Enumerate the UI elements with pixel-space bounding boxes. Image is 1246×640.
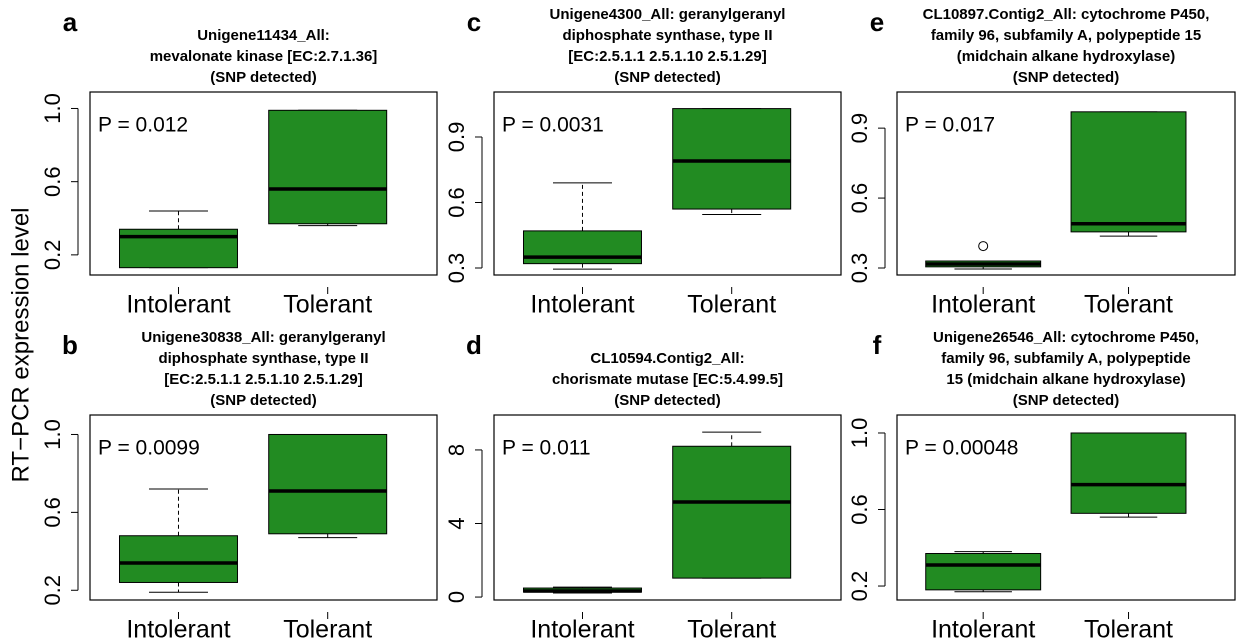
- panel-title: (SNP detected): [614, 392, 720, 409]
- panel-title: CL10594.Contig2_All:: [590, 350, 744, 367]
- y-tick-label: 0: [444, 591, 469, 603]
- x-tick-label: Intolerant: [126, 291, 230, 319]
- panel-title: [EC:2.5.1.1 2.5.1.10 2.5.1.29]: [568, 48, 766, 65]
- y-axis-label: RT−PCR expression level: [7, 207, 34, 482]
- panel-title: diphosphate synthase, type II: [562, 27, 772, 44]
- plot-frame: [896, 91, 1236, 276]
- y-tick-label: 0.6: [40, 166, 65, 197]
- y-tick-label: 0.2: [40, 575, 65, 606]
- panel-title: (SNP detected): [210, 69, 316, 86]
- x-tick-label: Intolerant: [126, 616, 230, 640]
- panel-letter: e: [870, 7, 884, 37]
- x-tick-label: Tolerant: [687, 616, 776, 640]
- panel-title: Unigene30838_All: geranylgeranyl: [141, 329, 385, 346]
- outlier: [978, 241, 989, 252]
- plot-frame: [89, 91, 438, 276]
- panel-title: diphosphate synthase, type II: [158, 350, 368, 367]
- p-value: P = 0.017: [905, 114, 995, 137]
- panel-title: family 96, subfamily A, polypeptide 15: [931, 27, 1201, 44]
- p-value: P = 0.0099: [98, 437, 200, 460]
- y-tick-label: 0.6: [847, 494, 872, 525]
- panel-letter: f: [873, 330, 882, 360]
- y-tick-label: 0.3: [847, 253, 872, 284]
- box: [672, 445, 792, 579]
- panel-title: [EC:2.5.1.1 2.5.1.10 2.5.1.29]: [164, 371, 362, 388]
- y-tick-label: 8: [444, 444, 469, 456]
- p-value: P = 0.00048: [905, 437, 1018, 460]
- panel-letter: c: [467, 7, 481, 37]
- y-tick-label: 0.6: [847, 183, 872, 214]
- box: [1070, 111, 1187, 233]
- plot-frame: [493, 414, 842, 601]
- y-tick-label: 1.0: [40, 419, 65, 450]
- y-tick-label: 0.3: [444, 253, 469, 284]
- box: [118, 535, 238, 583]
- panel-title: (SNP detected): [1013, 392, 1119, 409]
- y-tick-label: 1.0: [40, 93, 65, 124]
- x-tick-label: Tolerant: [1084, 291, 1173, 319]
- panel-title: (SNP detected): [210, 392, 316, 409]
- panel-title: (SNP detected): [614, 69, 720, 86]
- y-tick-label: 0.9: [444, 122, 469, 153]
- panel-title: 15 (midchain alkane hydroxylase): [946, 371, 1185, 388]
- panel-title: Unigene11434_All:: [197, 27, 330, 44]
- panel-title: chorismate mutase [EC:5.4.99.5]: [552, 371, 783, 388]
- panel-letter: b: [62, 330, 78, 360]
- panel-title: mevalonate kinase [EC:2.7.1.36]: [150, 48, 378, 65]
- p-value: P = 0.012: [98, 114, 188, 137]
- x-tick-label: Intolerant: [530, 616, 634, 640]
- x-tick-label: Intolerant: [931, 616, 1035, 640]
- plot-frame: [493, 91, 842, 276]
- panel-title: family 96, subfamily A, polypeptide: [941, 350, 1191, 367]
- p-value: P = 0.0031: [502, 114, 604, 137]
- x-tick-label: Tolerant: [283, 291, 372, 319]
- box: [925, 553, 1042, 591]
- panel-title: Unigene4300_All: geranylgeranyl: [550, 6, 786, 23]
- plot-frame: [896, 414, 1236, 601]
- box: [1070, 432, 1187, 514]
- panel-title: (midchain alkane hydroxylase): [957, 48, 1175, 65]
- plot-frame: [89, 414, 438, 601]
- x-tick-label: Intolerant: [931, 291, 1035, 319]
- box: [268, 433, 388, 535]
- x-tick-label: Intolerant: [530, 291, 634, 319]
- panel-letter: a: [63, 7, 78, 37]
- x-tick-label: Tolerant: [283, 616, 372, 640]
- y-tick-label: 0.6: [444, 187, 469, 218]
- y-tick-label: 0.6: [40, 497, 65, 528]
- p-value: P = 0.011: [502, 437, 591, 460]
- panel-title: Unigene26546_All: cytochrome P450,: [933, 329, 1199, 346]
- y-tick-label: 1.0: [847, 418, 872, 449]
- y-tick-label: 0.2: [847, 571, 872, 602]
- x-tick-label: Tolerant: [1084, 616, 1173, 640]
- panel-title: (SNP detected): [1013, 69, 1119, 86]
- x-tick-label: Tolerant: [687, 291, 776, 319]
- box: [672, 108, 792, 210]
- y-tick-label: 0.2: [40, 240, 65, 271]
- y-tick-label: 0.9: [847, 113, 872, 144]
- box: [268, 109, 388, 225]
- y-tick-label: 4: [444, 517, 469, 529]
- panel-letter: d: [466, 330, 482, 360]
- panel-title: CL10897.Contig2_All: cytochrome P450,: [923, 6, 1210, 23]
